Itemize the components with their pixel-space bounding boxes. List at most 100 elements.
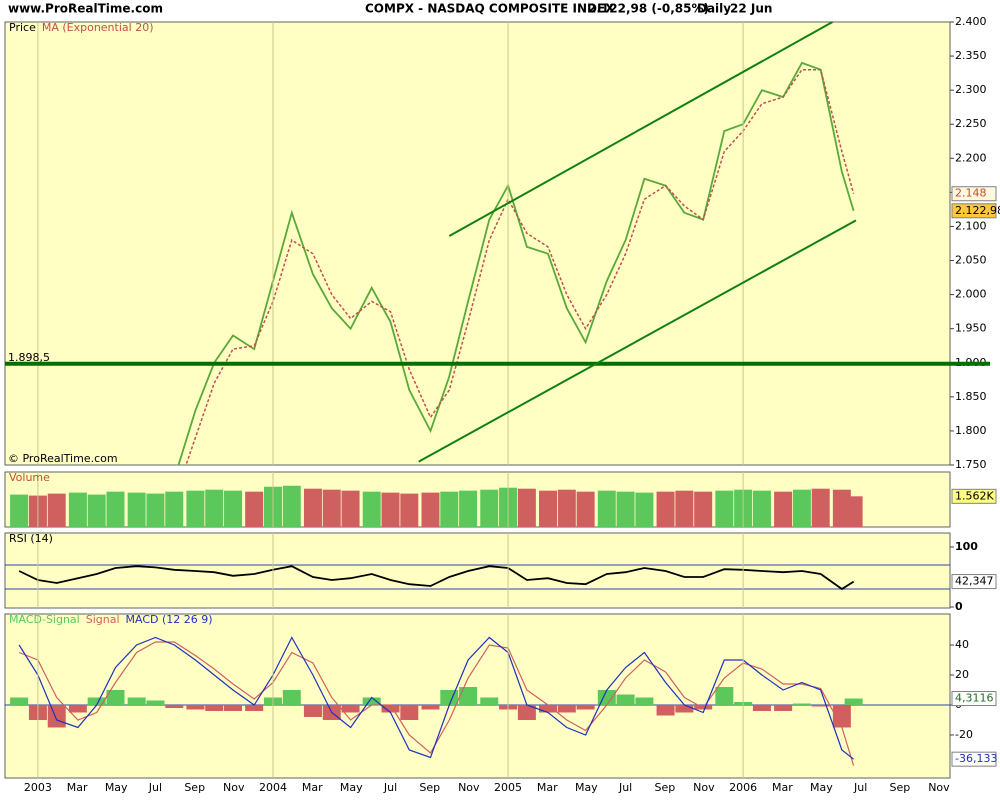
value-box (951, 203, 997, 219)
histogram-bar (597, 690, 616, 705)
volume-bar (282, 485, 301, 527)
histogram-bar (421, 704, 440, 710)
volume-bar (715, 490, 734, 527)
panel (5, 636, 950, 766)
panel-background (4, 613, 951, 779)
histogram-bar (68, 704, 87, 713)
x-tick-label: Sep (654, 781, 675, 794)
y-tick-label: 2.050 (955, 254, 987, 267)
y-tick-label: 1.950 (955, 322, 987, 335)
histogram-bar (400, 704, 419, 720)
histogram-bar (165, 704, 184, 708)
panel-background (4, 532, 951, 609)
y-tick-label: 2.250 (955, 117, 987, 130)
volume-bar (675, 490, 694, 527)
histogram-bar (675, 704, 694, 713)
x-tick-label: May (105, 781, 128, 794)
quote: 2.122,98 (-0,85%) (588, 2, 709, 16)
volume-bar (87, 494, 106, 527)
volume-bar (146, 493, 165, 527)
horizontal-line-label: 1.898,5 (8, 351, 50, 364)
volume-bar (459, 490, 478, 527)
volume-bar (186, 490, 205, 527)
date: 22 Jun (730, 2, 772, 16)
instrument: COMPX - NASDAQ COMPOSITE INDEX (365, 2, 615, 16)
value-box (951, 488, 997, 504)
volume-bar (792, 489, 811, 527)
x-tick-label: Nov (693, 781, 715, 794)
histogram-bar (517, 704, 536, 720)
panel-title: Volume (9, 471, 50, 484)
y-tick-label: 2.000 (955, 288, 987, 301)
volume-bar (517, 488, 536, 527)
histogram-bar (303, 704, 322, 717)
histogram-bar (576, 704, 595, 710)
value-box (951, 574, 997, 590)
histogram-bar (752, 704, 771, 711)
y-tick-label: 0 (955, 600, 963, 613)
y-tick-label: 40 (955, 638, 969, 651)
histogram-bar (635, 697, 654, 705)
x-tick-label: May (810, 781, 833, 794)
histogram-bar (832, 704, 851, 728)
x-tick-label: Jul (383, 781, 397, 794)
volume-bar (752, 490, 771, 527)
panel (177, 61, 855, 465)
panel-title: RSI (14) (9, 532, 53, 545)
volume-bar (10, 494, 29, 527)
x-tick-label: Nov (928, 781, 950, 794)
histogram-bar (459, 687, 478, 705)
y-tick-label: 2.200 (955, 151, 987, 164)
x-tick-label: Mar (302, 781, 323, 794)
volume-bar (635, 492, 654, 527)
watermark: © ProRealTime.com (8, 452, 118, 465)
y-tick-label: 1.750 (955, 458, 987, 471)
x-tick-label: Mar (772, 781, 793, 794)
volume-bar (774, 491, 793, 527)
volume-bar (322, 489, 341, 527)
volume-bar (694, 491, 713, 527)
value-box (951, 186, 997, 202)
histogram-bar (341, 704, 360, 713)
y-tick-label: 1.800 (955, 424, 987, 437)
histogram-bar (146, 700, 165, 705)
volume-bar (576, 491, 595, 527)
legend-label: MACD-Signal (9, 613, 80, 626)
volume-bar (421, 492, 440, 527)
histogram-bar (539, 704, 558, 713)
x-tick-label: Nov (458, 781, 480, 794)
volume-bar (205, 489, 224, 527)
histogram-bar (205, 704, 224, 711)
histogram-bar (10, 697, 29, 705)
volume-bar (47, 493, 66, 527)
x-tick-label: Jul (853, 781, 867, 794)
panel (10, 485, 863, 527)
site: www.ProRealTime.com (8, 2, 163, 16)
volume-bar (68, 492, 87, 527)
y-tick-label: 100 (955, 540, 978, 553)
histogram-bar (186, 704, 205, 710)
value-box-label: 4,3116 (955, 692, 994, 705)
y-tick-label: 2.400 (955, 15, 987, 28)
price-line (18, 565, 855, 591)
x-tick-label: Mar (537, 781, 558, 794)
y-tick-label: 1.850 (955, 390, 987, 403)
volume-bar (480, 489, 499, 527)
x-tick-label: Sep (184, 781, 205, 794)
histogram-bar (616, 694, 635, 705)
volume-bar (165, 491, 184, 527)
y-tick-label: 20 (955, 668, 969, 681)
x-tick-label: 2003 (24, 781, 52, 794)
value-box-label: -36,133 (955, 752, 997, 765)
x-tick-label: Sep (419, 781, 440, 794)
value-box-label: 2.148 (955, 187, 987, 200)
histogram-bar (381, 704, 400, 713)
histogram-bar (127, 697, 146, 705)
y-tick-label: 2.100 (955, 219, 987, 232)
histogram-bar (844, 698, 863, 705)
panel (5, 564, 950, 591)
histogram-bar (774, 704, 793, 711)
macd-line (18, 636, 854, 760)
y-tick-label: -20 (955, 728, 973, 741)
